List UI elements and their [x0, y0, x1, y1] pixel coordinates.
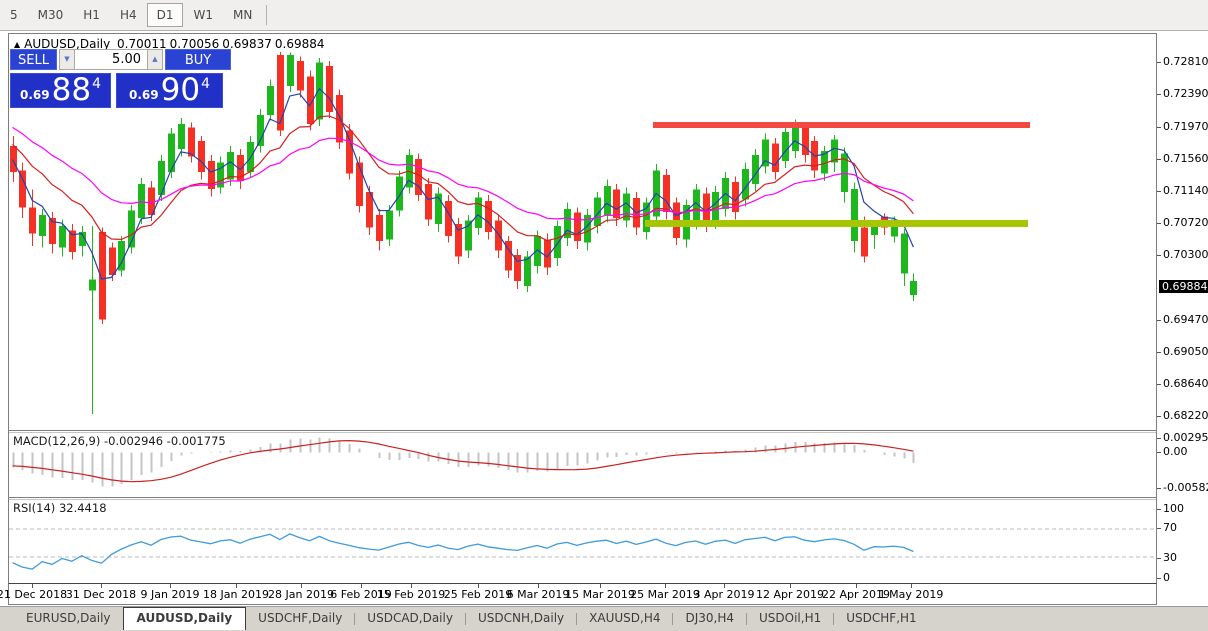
price-axis-tick: 0.70720 — [1163, 216, 1208, 229]
date-axis-tick: 21 Dec 2018 — [0, 588, 68, 601]
ohlc-close: 0.69884 — [274, 37, 325, 51]
rsi-axis-tick: 0 — [1163, 571, 1170, 584]
date-axis-tick: 31 Dec 2018 — [65, 588, 137, 601]
chart-tab-USDCAD-Daily[interactable]: USDCAD,Daily — [367, 611, 453, 625]
candles — [10, 51, 917, 415]
chart-tab-DJ30-H4[interactable]: DJ30,H4 — [685, 611, 735, 625]
tab-separator — [833, 613, 835, 625]
sell-price-prefix: 0.69 — [20, 88, 50, 102]
sell-price-button[interactable]: 0.69 88 4 — [10, 73, 111, 108]
ohlc-open: 0.70011 — [117, 37, 167, 51]
timeframe-button-M30[interactable]: M30 — [37, 8, 64, 22]
chart-tab-EURUSD-Daily[interactable]: EURUSD,Daily — [26, 611, 111, 625]
date-axis-tick: 6 Mar 2019 — [506, 588, 570, 601]
rsi-axis-tick: 30 — [1163, 551, 1177, 564]
collapse-marker-icon: ▲ — [14, 40, 21, 49]
macd-axis-tick: 0.002957 — [1163, 431, 1208, 444]
date-axis-tick: 9 Jan 2019 — [140, 588, 200, 601]
rsi-line — [12, 533, 914, 570]
date-axis-tick: 6 Feb 2019 — [330, 588, 392, 601]
macd-signal-line — [12, 439, 914, 483]
current-price-tag: 0.69884 — [1159, 280, 1208, 293]
price-axis-tick: 0.71970 — [1163, 120, 1208, 133]
price-axis-tick: 0.71140 — [1163, 184, 1208, 197]
ma-line-slow — [12, 126, 914, 221]
ma-line-mid — [12, 115, 914, 242]
price-axis-tick: 0.68640 — [1163, 377, 1208, 390]
price-axis-tick: 0.70300 — [1163, 248, 1208, 261]
timeframe-button-D1[interactable]: D1 — [146, 3, 184, 27]
chart-tab-USDCNH-Daily[interactable]: USDCNH,Daily — [477, 611, 565, 625]
ma-line-fast — [11, 88, 914, 280]
timeframe-button-H4[interactable]: H4 — [119, 8, 137, 22]
date-axis-tick: 12 Apr 2019 — [755, 588, 825, 601]
chart-tab-AUDUSD-Daily[interactable]: AUDUSD,Daily — [122, 607, 247, 630]
ohlc-low: 0.69837 — [222, 37, 272, 51]
timeframe-button-W1[interactable]: W1 — [193, 8, 213, 22]
date-axis-tick: 25 Mar 2019 — [630, 588, 700, 601]
price-axis-tick: 0.69470 — [1163, 313, 1208, 326]
ohlc-high: 0.70056 — [169, 37, 220, 51]
buy-button[interactable]: BUY — [165, 49, 231, 70]
chart-tab-bar: EURUSD,Daily AUDUSD,Daily USDCHF,Daily USDC… — [0, 606, 1208, 631]
date-axis-tick: 18 Jan 2019 — [203, 588, 269, 601]
date-axis-tick: 25 Feb 2019 — [443, 588, 513, 601]
price-axis-tick: 0.72810 — [1163, 55, 1208, 68]
macd-indicator-label: MACD(12,26,9) -0.002946 -0.001775 — [13, 434, 226, 448]
chart-title: ▲ AUDUSD,Daily 0.70011 0.70056 0.69837 0.698… — [14, 37, 328, 51]
macd-axis-tick: 0.00 — [1163, 445, 1188, 458]
buy-price-big: 90 — [160, 72, 201, 108]
date-axis-tick: 15 Feb 2019 — [376, 588, 446, 601]
support-line[interactable] — [645, 219, 1028, 227]
date-axis-tick: 22 Apr 2019 — [821, 588, 891, 601]
date-axis-tick: 3 Apr 2019 — [693, 588, 755, 601]
macd-axis-tick: -0.005825 — [1163, 481, 1208, 494]
chart-tab-USDOil-H1[interactable]: USDOil,H1 — [759, 611, 822, 625]
volume-decrease-button[interactable]: ▼ — [59, 49, 75, 70]
timeframe-button-H1[interactable]: H1 — [83, 8, 100, 22]
price-axis-tick: 0.71560 — [1163, 152, 1208, 165]
date-axis-tick: 28 Jan 2019 — [268, 588, 334, 601]
rsi-indicator-label: RSI(14) 32.4418 — [13, 501, 107, 515]
price-axis-tick: 0.72390 — [1163, 87, 1208, 100]
volume-input[interactable] — [75, 49, 147, 70]
tab-separator — [576, 613, 578, 625]
buy-price-pipette: 4 — [201, 76, 210, 92]
chart-symbol: AUDUSD,Daily — [24, 37, 111, 51]
price-axis-tick: 0.68220 — [1163, 409, 1208, 422]
chart-frame — [8, 33, 1157, 605]
price-axis-tick: 0.69050 — [1163, 345, 1208, 358]
tab-separator — [464, 613, 466, 625]
buy-price-prefix: 0.69 — [129, 88, 159, 102]
rsi-axis-tick: 100 — [1163, 502, 1184, 515]
tab-separator — [672, 613, 674, 625]
chart-tab-USDCHF-Daily[interactable]: USDCHF,Daily — [258, 611, 343, 625]
chart-tab-USDCHF-H1[interactable]: USDCHF,H1 — [846, 611, 917, 625]
timeframe-button-MN[interactable]: MN — [232, 8, 253, 22]
tab-separator — [746, 613, 748, 625]
tab-separator — [354, 613, 356, 625]
rsi-axis-tick: 70 — [1163, 521, 1177, 534]
buy-price-button[interactable]: 0.69 90 4 — [116, 73, 223, 108]
toolbar-separator — [266, 4, 268, 25]
sell-price-pipette: 4 — [92, 76, 101, 92]
date-axis-tick: 15 Mar 2019 — [565, 588, 635, 601]
volume-increase-button[interactable]: ▲ — [147, 49, 163, 70]
chart-tab-XAUUSD-H4[interactable]: XAUUSD,H4 — [589, 611, 661, 625]
timeframe-toolbar: 5 M30 H1 H4 D1 W1 MN — [0, 0, 1208, 31]
resistance-line[interactable] — [653, 122, 1030, 128]
date-axis-tick: 1 May 2019 — [878, 588, 944, 601]
timeframe-button-5[interactable]: 5 — [10, 8, 18, 22]
sell-button[interactable]: SELL — [10, 49, 57, 70]
sell-price-big: 88 — [51, 72, 92, 108]
